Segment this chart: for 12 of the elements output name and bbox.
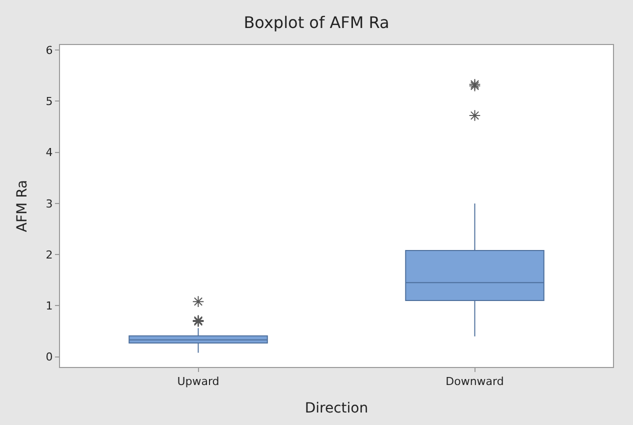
- chart-title: Boxplot of AFM Ra: [244, 13, 390, 32]
- y-tick-label: 0: [46, 350, 53, 364]
- y-tick-label: 5: [46, 95, 53, 108]
- y-tick-label: 4: [46, 146, 53, 160]
- y-tick-label: 3: [46, 197, 53, 210]
- y-tick-label: 1: [46, 300, 53, 313]
- y-tick-label: 6: [46, 44, 53, 57]
- y-axis-title: AFM Ra: [14, 180, 30, 232]
- x-axis-title: Direction: [304, 400, 368, 416]
- y-tick-label: 2: [46, 248, 53, 262]
- x-tick-label: Downward: [446, 375, 504, 388]
- x-tick-label: Upward: [177, 375, 220, 388]
